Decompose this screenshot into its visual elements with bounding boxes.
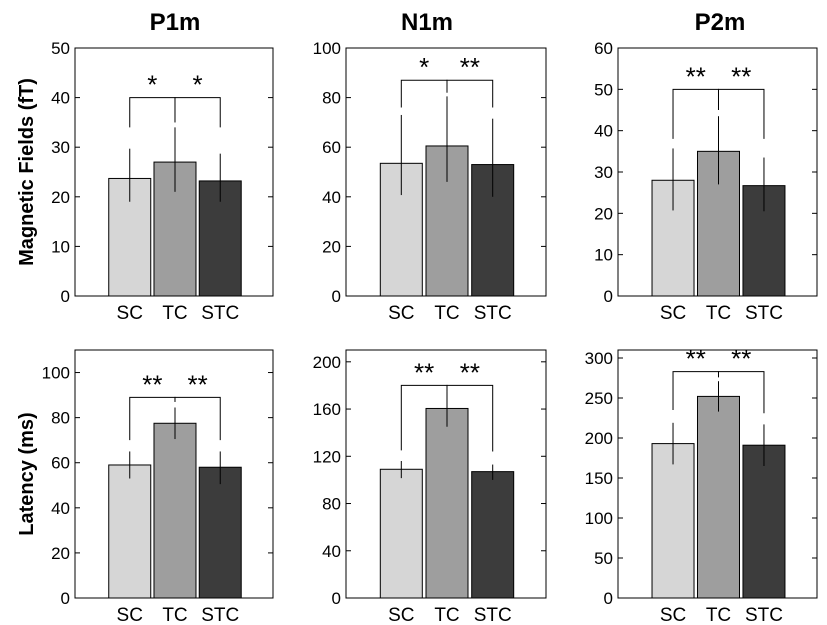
significance-label: ** [686,344,706,374]
y-tick-label: 0 [61,589,70,608]
significance-label: ** [142,369,162,399]
significance-bracket [446,384,494,452]
y-tick-label: 20 [594,204,613,223]
significance-bracket [174,396,221,441]
significance-bracket [400,79,448,108]
y-tick-label: 0 [604,589,613,608]
panel-3: 0 20 40 60 80 100 SC TC STC ** ** [42,349,274,625]
bar-stc [198,466,242,599]
significance-label: ** [460,357,480,387]
y-tick-label: 250 [585,389,613,408]
y-tick-label: 80 [51,409,70,428]
category-label-sc: SC [660,303,686,324]
significance-bracket [446,79,494,108]
y-tick-label: 40 [322,188,341,207]
y-tick-label: 30 [594,163,613,182]
y-tick-label: 20 [51,544,70,563]
significance-bracket [129,97,176,128]
bar-tc [696,395,740,599]
y-tick-label: 300 [585,349,613,368]
significance-label: * [193,70,203,100]
y-tick-label: 40 [594,122,613,141]
category-label-tc: TC [162,303,187,324]
significance-label: ** [414,357,434,387]
y-tick-label: 20 [322,237,341,256]
significance-bracket [717,88,765,139]
category-label-tc: TC [434,605,459,625]
significance-bracket [174,97,221,128]
significance-label: ** [731,344,751,374]
y-tick-label: 60 [322,138,341,157]
significance-label: ** [731,61,751,91]
significance-label: * [147,70,157,100]
category-label-stc: STC [201,605,239,625]
y-tick-label: 60 [51,454,70,473]
row-label-magnetic-fields: Magnetic Fields (fT) [16,78,38,266]
y-tick-label: 0 [604,287,613,306]
y-tick-label: 0 [332,589,341,608]
y-tick-label: 40 [51,89,70,108]
bar-tc [425,407,469,599]
column-title-p1m: P1m [150,9,201,36]
significance-bracket [672,88,719,139]
y-tick-label: 200 [585,429,613,448]
category-label-sc: SC [388,605,414,625]
y-tick-label: 150 [585,469,613,488]
significance-label: ** [460,52,480,82]
y-tick-label: 100 [42,364,70,383]
column-title-n1m: N1m [401,9,453,36]
y-tick-label: 10 [51,237,70,256]
y-tick-label: 100 [585,509,613,528]
panel-5: 0 50 100 150 200 250 300 SC TC STC ** ** [585,344,818,625]
bar-sc [379,468,423,599]
bar-stc [742,444,786,599]
category-label-tc: TC [706,605,731,625]
y-tick-label: 80 [322,495,341,514]
category-label-sc: SC [117,303,143,324]
category-label-tc: TC [434,303,459,324]
y-tick-label: 160 [313,400,341,419]
category-label-sc: SC [117,605,143,625]
y-tick-label: 200 [313,353,341,372]
y-tick-label: 80 [322,89,341,108]
bar-sc [108,464,152,599]
y-tick-label: 120 [313,447,341,466]
y-tick-label: 100 [313,39,341,58]
category-label-stc: STC [474,605,512,625]
y-tick-label: 30 [51,138,70,157]
panel-4: 0 40 80 120 160 200 SC TC STC ** ** [313,349,547,625]
category-label-sc: SC [388,303,414,324]
panel-0: 0 10 20 30 40 50 SC TC STC * * [51,39,274,324]
category-label-tc: TC [162,605,187,625]
row-label-latency: Latency (ms) [16,412,38,535]
y-tick-label: 20 [51,188,70,207]
y-tick-label: 10 [594,246,613,265]
significance-label: * [419,52,429,82]
y-tick-label: 50 [51,39,70,58]
category-label-sc: SC [660,605,686,625]
bar-tc [153,422,197,599]
category-label-stc: STC [745,605,783,625]
bar-stc [471,471,515,599]
y-tick-label: 0 [61,287,70,306]
y-tick-label: 40 [51,499,70,518]
y-tick-label: 50 [594,80,613,99]
panel-2: 0 10 20 30 40 50 60 SC TC STC ** ** [594,39,818,324]
significance-label: ** [686,61,706,91]
category-label-stc: STC [745,303,783,324]
y-tick-label: 60 [594,39,613,58]
bar-tc [153,161,197,297]
y-tick-label: 40 [322,542,341,561]
bar-sc [651,443,695,599]
column-title-p2m: P2m [695,9,746,36]
y-tick-label: 50 [594,549,613,568]
significance-bracket [717,371,765,414]
y-tick-label: 0 [332,287,341,306]
category-label-stc: STC [201,303,239,324]
significance-label: ** [187,369,207,399]
category-label-tc: TC [706,303,731,324]
category-label-stc: STC [474,303,512,324]
